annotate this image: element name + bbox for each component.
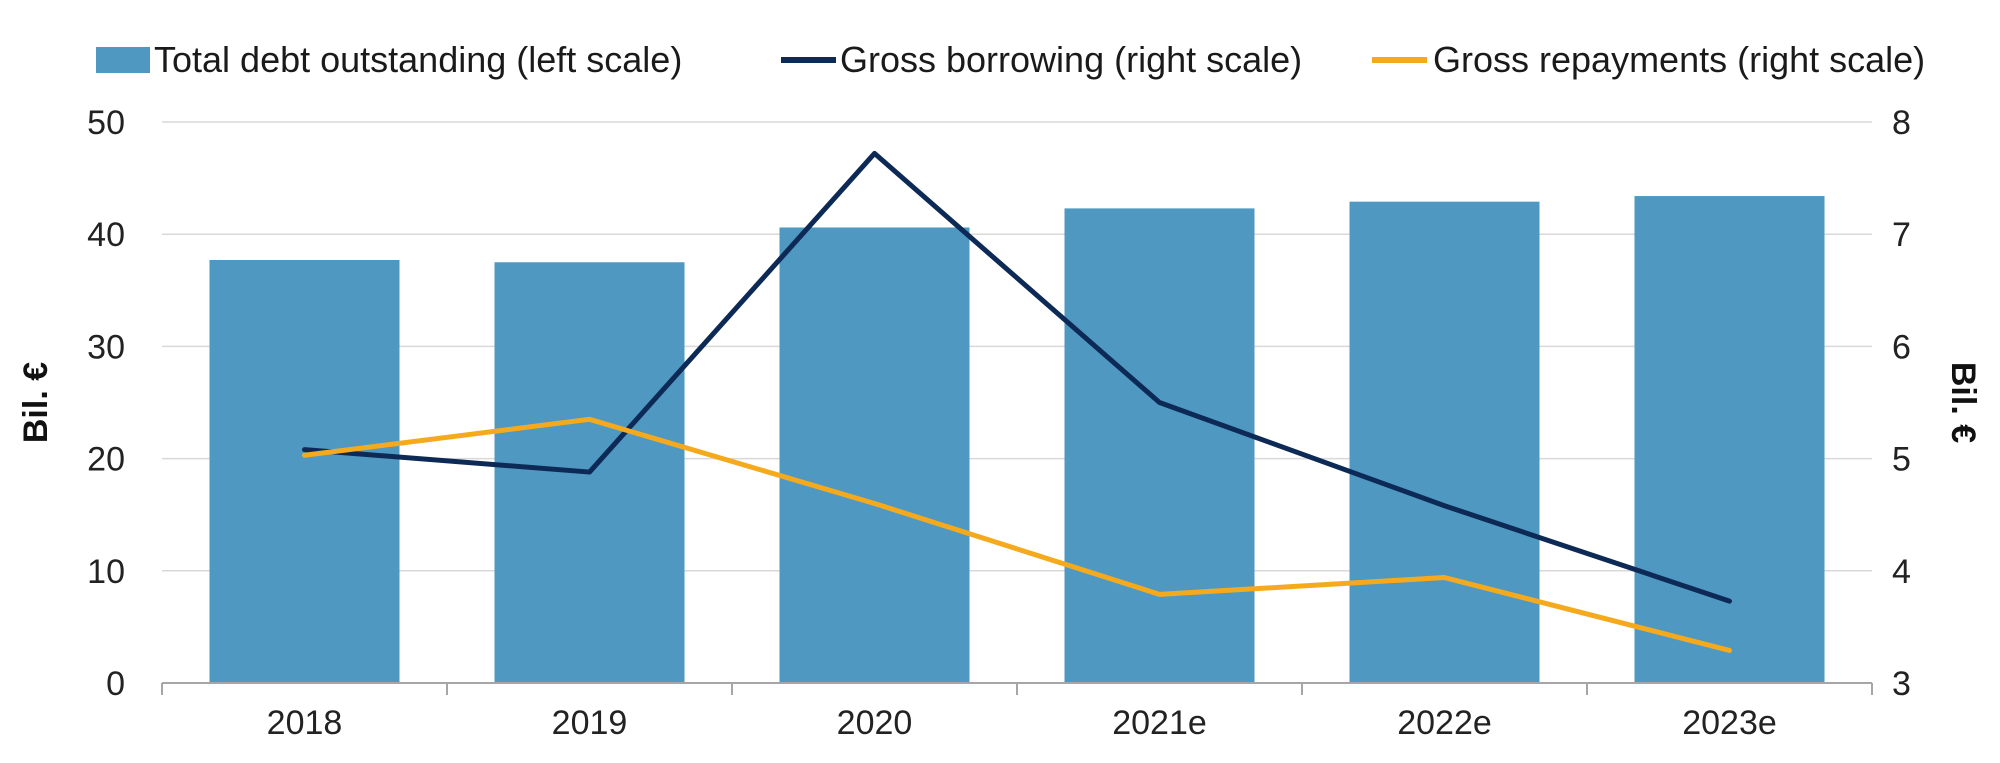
bar-total-debt-2018 [209, 260, 400, 683]
bar-total-debt-2020 [779, 227, 970, 683]
x-tick-label: 2019 [552, 704, 628, 742]
x-tick-label: 2023e [1682, 704, 1777, 742]
x-tick-label: 2021e [1112, 704, 1207, 742]
left-y-tick-label: 0 [106, 665, 125, 703]
left-y-tick-label: 30 [87, 328, 125, 366]
gridlines [162, 121, 1872, 572]
bar-series [209, 196, 1825, 684]
right-y-tick-label: 3 [1892, 665, 1911, 703]
right-y-tick-label: 7 [1892, 216, 1911, 254]
axes: 2018 2019 2020 2021e 2022e 2023e 0 10 20 30 40 50 3 4… [87, 104, 1911, 742]
legend-item-total-debt-label: Total debt outstanding (left scale) [154, 39, 682, 80]
x-tick-label: 2020 [837, 704, 913, 742]
legend-item-gross-borrowing-label: Gross borrowing (right scale) [840, 39, 1302, 80]
left-axis-title: Bil. € [17, 362, 55, 443]
right-axis-title: Bil. € [1944, 362, 1982, 443]
right-y-tick-label: 8 [1892, 104, 1911, 142]
legend: Total debt outstanding (left scale) Gross… [96, 39, 1925, 80]
left-y-tick-label: 10 [87, 553, 125, 591]
x-tick-label: 2022e [1397, 704, 1492, 742]
line-gross-repayments [302, 416, 1732, 653]
left-y-tick-label: 50 [87, 104, 125, 142]
x-tick-label: 2018 [267, 704, 343, 742]
right-y-tick-label: 4 [1892, 553, 1911, 591]
left-y-tick-label: 40 [87, 216, 125, 254]
line-series [302, 150, 1732, 653]
bar-total-debt-2021e [1064, 208, 1255, 684]
left-y-tick-label: 20 [87, 441, 125, 479]
right-y-tick-label: 6 [1892, 328, 1911, 366]
right-y-tick-label: 5 [1892, 441, 1911, 479]
line-gross-borrowing [302, 150, 1732, 604]
bar-total-debt-2022e [1349, 201, 1540, 684]
legend-item-total-debt-swatch [96, 47, 150, 73]
bar-total-debt-2023e [1634, 196, 1825, 683]
legend-item-gross-repayments-label: Gross repayments (right scale) [1433, 39, 1925, 80]
